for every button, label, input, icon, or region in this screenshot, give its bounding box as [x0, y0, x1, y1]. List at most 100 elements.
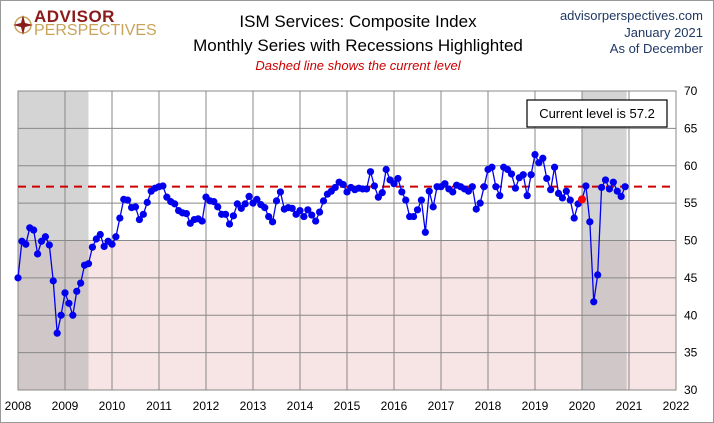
site-url: advisorperspectives.com [559, 8, 703, 23]
x-tick-label: 2017 [428, 399, 455, 413]
data-point [88, 243, 97, 251]
data-point [547, 186, 555, 194]
data-point [409, 212, 418, 221]
data-point [531, 150, 539, 159]
data-point [57, 311, 65, 319]
data-point [441, 180, 449, 188]
logo-text-1: ADVISOR [34, 7, 115, 26]
data-point [523, 192, 531, 200]
data-point [507, 170, 516, 178]
annotation: Dashed line shows the current level [255, 58, 461, 73]
data-point [124, 196, 132, 204]
x-tick-label: 2008 [5, 399, 32, 413]
data-point [131, 203, 140, 211]
data-point [496, 192, 504, 200]
data-point [543, 174, 551, 183]
data-point [449, 188, 457, 196]
data-point [582, 182, 590, 190]
logo-text-2: PERSPECTIVES [34, 22, 157, 39]
data-point [253, 195, 261, 203]
asof-label: As of December [609, 41, 703, 56]
data-point [370, 182, 379, 190]
data-point [362, 185, 371, 193]
data-point [304, 206, 312, 214]
data-point [382, 165, 390, 174]
data-point [261, 204, 269, 212]
y-tick-label: 40 [684, 308, 698, 322]
data-point [315, 208, 324, 216]
data-point [84, 260, 93, 268]
data-point [171, 200, 179, 208]
callout-text: Current level is 57.2 [539, 106, 655, 121]
data-point [112, 233, 120, 241]
data-point [14, 274, 22, 282]
data-point [476, 199, 484, 207]
data-point [296, 207, 304, 215]
data-point [421, 228, 429, 236]
data-point [527, 171, 535, 179]
data-point [73, 287, 81, 295]
compass-icon [13, 15, 33, 35]
data-point [265, 212, 273, 221]
data-point [245, 192, 253, 200]
data-point [402, 196, 410, 204]
data-point [586, 218, 594, 226]
data-point [378, 189, 386, 197]
data-point [272, 197, 281, 205]
chart-subtitle: Monthly Series with Recessions Highlight… [193, 36, 523, 55]
data-point [116, 214, 124, 222]
x-tick-label: 2019 [522, 399, 549, 413]
data-point [182, 209, 191, 218]
data-point [33, 250, 42, 258]
data-point [30, 226, 38, 234]
data-point [225, 220, 234, 228]
x-tick-label: 2020 [569, 399, 596, 413]
data-point [601, 176, 610, 184]
data-point [276, 188, 285, 196]
data-point [613, 187, 621, 195]
x-tick-label: 2009 [52, 399, 79, 413]
data-point [210, 198, 218, 206]
data-point [519, 171, 527, 179]
y-tick-label: 50 [684, 234, 698, 248]
x-tick-label: 2013 [240, 399, 267, 413]
data-point [488, 163, 496, 171]
chart-title: ISM Services: Composite Index [239, 12, 477, 31]
data-point [319, 197, 328, 205]
y-tick-label: 65 [684, 121, 698, 135]
x-tick-label: 2016 [381, 399, 408, 413]
data-point [49, 277, 57, 285]
data-point [550, 163, 559, 171]
x-tick-label: 2015 [334, 399, 361, 413]
x-tick-label: 2010 [99, 399, 126, 413]
x-tick-label: 2014 [287, 399, 314, 413]
data-point [308, 211, 316, 219]
data-point [241, 200, 249, 208]
data-point [609, 178, 617, 186]
data-point [135, 215, 144, 224]
y-tick-label: 30 [684, 383, 698, 397]
plot-border [17, 90, 677, 391]
data-point [621, 183, 629, 191]
highlight-point [578, 195, 586, 204]
data-point [143, 198, 151, 206]
x-tick-label: 2012 [193, 399, 220, 413]
data-point [288, 204, 296, 212]
data-point [492, 183, 500, 191]
y-tick-label: 70 [684, 84, 698, 98]
data-point [425, 187, 433, 195]
data-point [221, 210, 230, 218]
data-point [472, 205, 480, 213]
x-tick-label: 2022 [663, 399, 690, 413]
data-point [413, 206, 422, 214]
data-point [22, 240, 30, 248]
data-point [539, 154, 547, 162]
data-point [65, 299, 73, 307]
x-tick-label: 2011 [146, 399, 172, 413]
data-point [229, 212, 238, 220]
x-tick-label: 2018 [475, 399, 502, 413]
data-point [429, 203, 437, 211]
y-tick-label: 35 [684, 346, 698, 360]
x-tick-label: 2021 [616, 399, 643, 413]
